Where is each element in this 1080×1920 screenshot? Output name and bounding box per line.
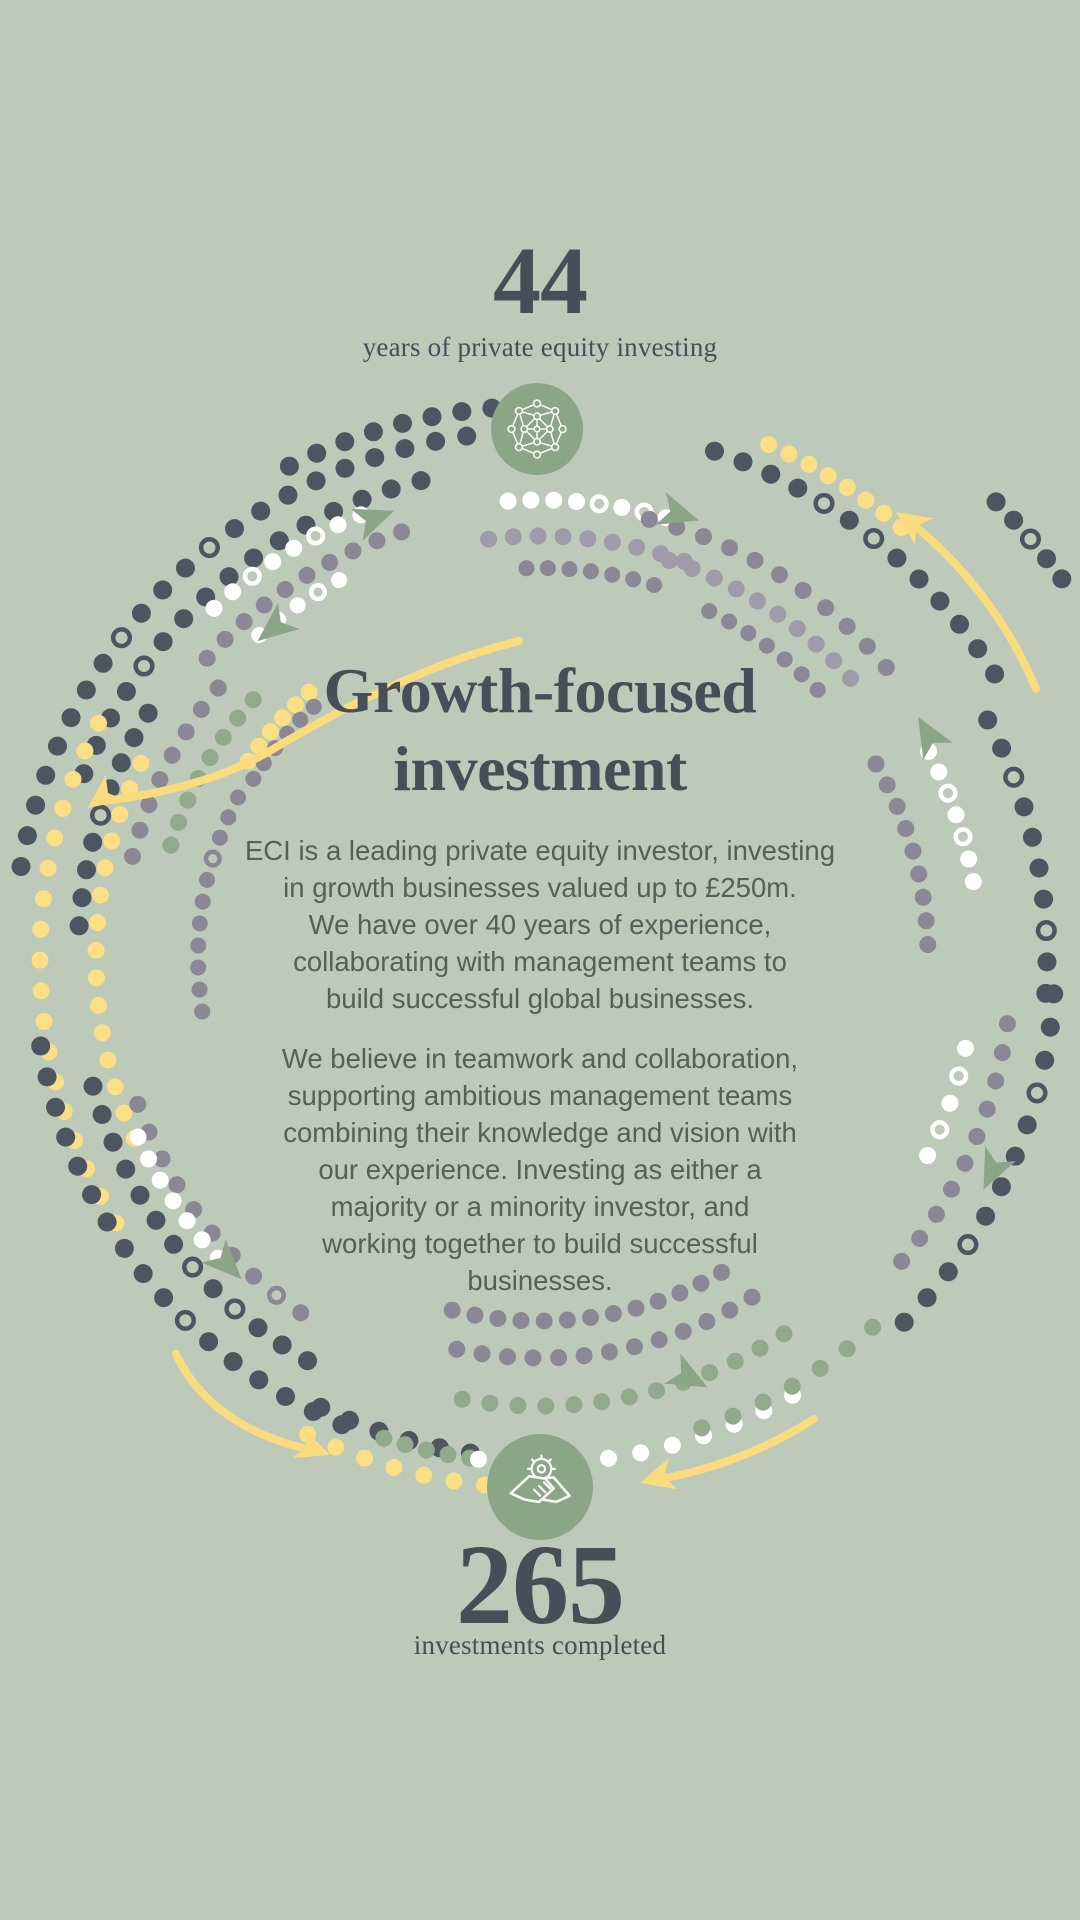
stat-investments: 265 investments completed (0, 1528, 1080, 1661)
stat-years-value: 44 (493, 227, 588, 334)
handshake-icon (509, 1454, 571, 1503)
stat-years: 44 years of private equity investing (0, 233, 1080, 363)
handshake-badge (487, 1434, 593, 1540)
stat-years-label: years of private equity investing (362, 332, 718, 362)
network-badge (491, 383, 583, 475)
intro-paragraph: ECI is a leading private equity investor… (244, 835, 836, 1014)
stat-investments-label: investments completed (413, 1630, 667, 1660)
page-title: Growth-focused investment (323, 655, 757, 804)
stat-investments-value: 265 (456, 1521, 625, 1648)
network-icon (507, 399, 567, 459)
belief-paragraph: We believe in teamwork and collaboration… (281, 1043, 799, 1296)
